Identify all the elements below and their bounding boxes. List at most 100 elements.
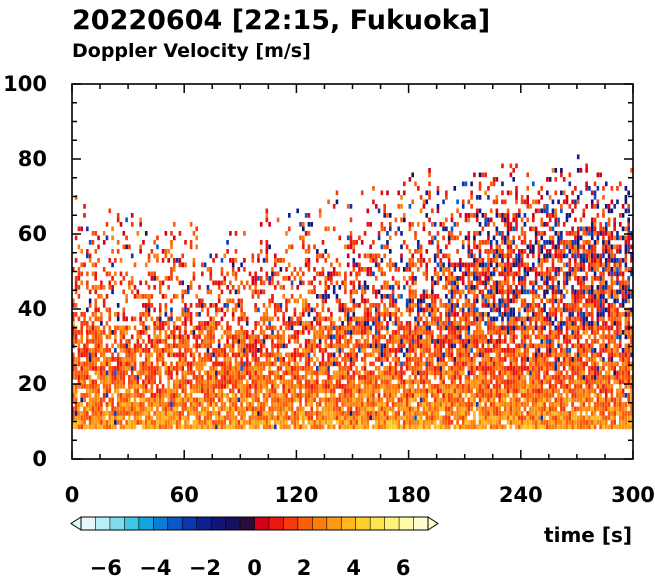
heatmap-cell xyxy=(285,411,288,416)
heatmap-cell xyxy=(402,388,406,394)
heatmap-cell xyxy=(181,289,185,295)
heatmap-cell xyxy=(116,420,120,425)
heatmap-cell xyxy=(254,276,257,281)
heatmap-cell xyxy=(223,303,227,308)
heatmap-cell xyxy=(313,307,316,313)
heatmap-cell xyxy=(501,231,504,236)
heatmap-cell xyxy=(439,424,443,430)
heatmap-cell xyxy=(302,307,305,313)
heatmap-cell xyxy=(111,406,114,412)
heatmap-cell xyxy=(433,316,437,322)
heatmap-cell xyxy=(133,262,137,268)
heatmap-cell xyxy=(529,321,532,326)
heatmap-cell xyxy=(248,361,252,367)
heatmap-cell xyxy=(402,397,406,403)
heatmap-cell xyxy=(307,393,311,398)
heatmap-cell xyxy=(206,307,210,313)
heatmap-cell xyxy=(237,388,241,394)
heatmap-cell xyxy=(209,289,213,295)
heatmap-cell xyxy=(167,249,170,254)
heatmap-cell xyxy=(363,285,367,290)
heatmap-cell xyxy=(489,339,493,344)
heatmap-cell xyxy=(259,402,263,407)
heatmap-cell xyxy=(397,343,400,349)
heatmap-cell xyxy=(114,388,117,394)
heatmap-cell xyxy=(523,321,527,326)
heatmap-cell xyxy=(456,199,459,205)
heatmap-cell xyxy=(77,357,81,362)
heatmap-cell xyxy=(324,411,328,416)
heatmap-cell xyxy=(170,375,173,380)
heatmap-cell xyxy=(453,267,457,272)
heatmap-cell xyxy=(164,411,168,416)
heatmap-cell xyxy=(386,424,389,430)
heatmap-cell xyxy=(133,420,137,425)
heatmap-cell xyxy=(341,348,344,353)
heatmap-cell xyxy=(97,424,100,430)
heatmap-cell xyxy=(417,307,420,313)
heatmap-cell xyxy=(86,402,89,407)
heatmap-cell xyxy=(369,343,372,349)
heatmap-cell xyxy=(383,244,386,250)
heatmap-cell xyxy=(450,330,454,335)
heatmap-cell xyxy=(212,420,215,425)
heatmap-cell xyxy=(453,321,457,326)
heatmap-cell xyxy=(405,420,409,425)
heatmap-cell xyxy=(377,321,381,326)
heatmap-cell xyxy=(492,253,496,259)
heatmap-cell xyxy=(220,289,224,295)
heatmap-cell xyxy=(503,402,507,407)
heatmap-cell xyxy=(529,370,532,376)
heatmap-cell xyxy=(318,213,322,218)
heatmap-cell xyxy=(290,379,294,385)
heatmap-cell xyxy=(363,316,367,322)
heatmap-cell xyxy=(386,406,389,412)
heatmap-cell xyxy=(215,303,218,308)
heatmap-cell xyxy=(128,352,131,358)
heatmap-cell xyxy=(215,379,218,385)
heatmap-cell xyxy=(501,312,504,317)
heatmap-cell xyxy=(475,276,479,281)
heatmap-cell xyxy=(285,397,288,403)
heatmap-cell xyxy=(341,415,344,421)
heatmap-cell xyxy=(257,348,260,353)
heatmap-cell xyxy=(464,267,468,272)
heatmap-cell xyxy=(481,280,485,286)
heatmap-cell xyxy=(352,393,356,398)
heatmap-cell xyxy=(304,348,308,353)
heatmap-cell xyxy=(487,321,490,326)
heatmap-cell xyxy=(330,280,333,286)
heatmap-cell xyxy=(408,411,412,416)
heatmap-cell xyxy=(405,321,409,326)
heatmap-cell xyxy=(265,253,269,259)
heatmap-cell xyxy=(324,343,328,349)
heatmap-cell xyxy=(374,388,378,394)
heatmap-cell xyxy=(307,397,311,403)
heatmap-cell xyxy=(548,249,552,254)
heatmap-cell xyxy=(91,240,95,245)
heatmap-cell xyxy=(498,271,501,277)
heatmap-cell xyxy=(388,420,392,425)
heatmap-cell xyxy=(192,343,196,349)
heatmap-cell xyxy=(518,262,521,268)
heatmap-cell xyxy=(518,352,521,358)
heatmap-cell xyxy=(265,420,269,425)
heatmap-cell xyxy=(251,420,255,425)
heatmap-cell xyxy=(464,388,468,394)
heatmap-cell xyxy=(195,388,199,394)
heatmap-cell xyxy=(335,258,339,263)
heatmap-cell xyxy=(344,280,347,286)
heatmap-cell xyxy=(355,343,358,349)
heatmap-cell xyxy=(501,375,504,380)
heatmap-cell xyxy=(383,204,386,209)
heatmap-cell xyxy=(380,222,384,227)
heatmap-cell xyxy=(414,330,417,335)
heatmap-cell xyxy=(125,352,128,358)
heatmap-cell xyxy=(551,321,555,326)
heatmap-cell xyxy=(299,406,302,412)
heatmap-cell xyxy=(506,267,510,272)
heatmap-cell xyxy=(86,343,89,349)
heatmap-cell xyxy=(240,366,243,371)
heatmap-cell xyxy=(209,267,213,272)
heatmap-cell xyxy=(380,312,384,317)
